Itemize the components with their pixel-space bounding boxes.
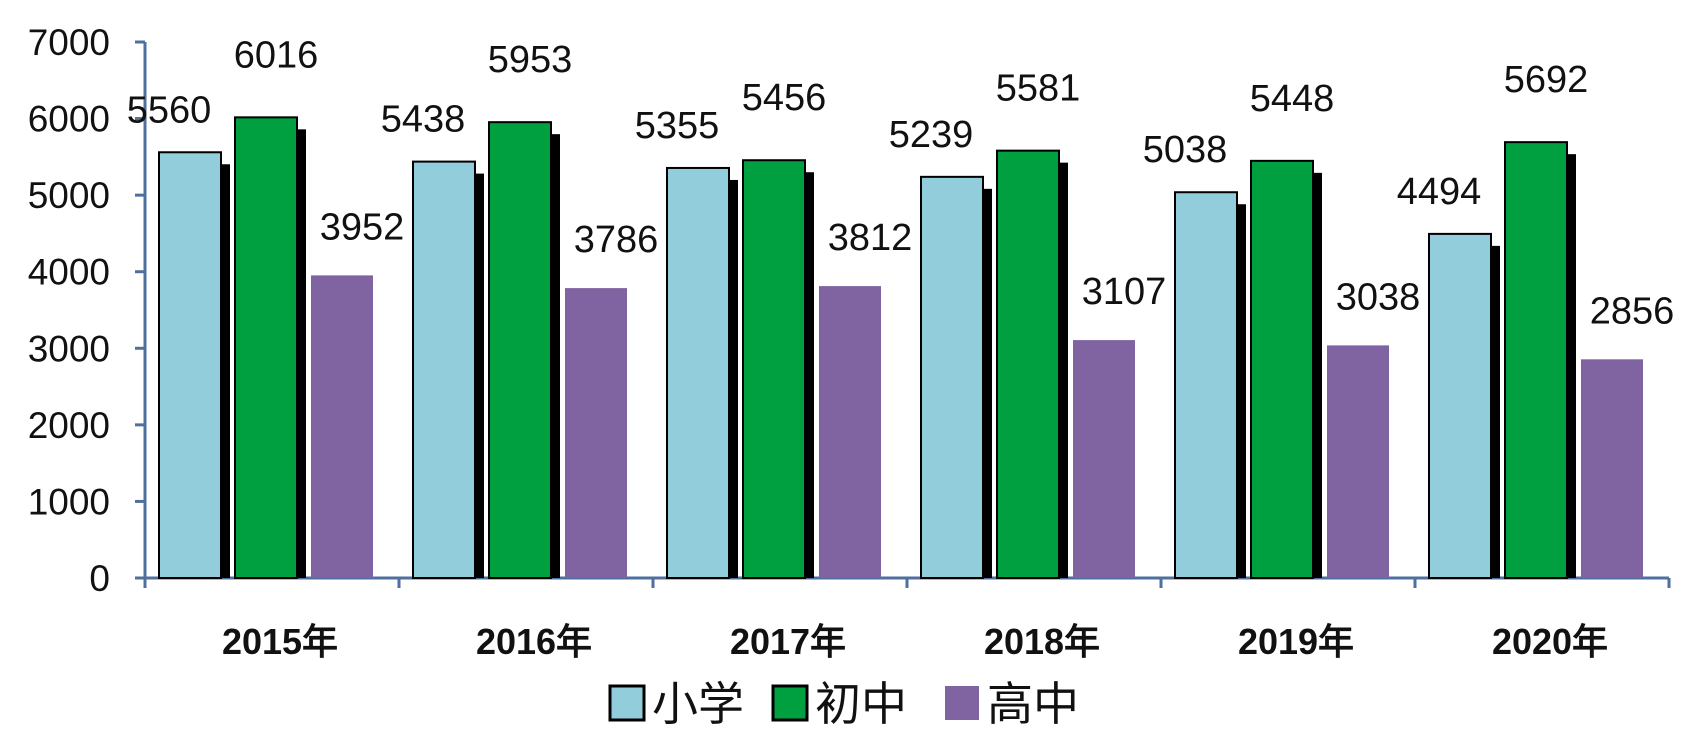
bar-高中-2016年 — [565, 288, 627, 578]
bar-小学-2018年 — [920, 175, 984, 579]
x-category-label: 2018年 — [984, 621, 1100, 662]
bar-高中-2019年 — [1327, 345, 1389, 578]
data-label: 3038 — [1336, 276, 1421, 318]
bar-小学-2019年 — [1174, 191, 1238, 579]
data-label: 6016 — [234, 34, 319, 76]
bar-小学-2020年 — [1428, 232, 1492, 579]
bar-小学-2016年 — [412, 160, 476, 579]
bar-高中-2017年 — [819, 286, 881, 578]
bar-初中-2018年 — [996, 149, 1060, 580]
bar-shadow — [1237, 204, 1246, 578]
chart-data-labels: 5560 6016 3952 2015年 5438 5953 3786 2016年 5355 54… — [127, 34, 1675, 662]
bar-小学-2015年 — [158, 151, 222, 580]
data-label: 3812 — [828, 217, 913, 259]
legend-label-初中: 初中 — [815, 678, 907, 730]
bar-小学-2017年 — [666, 166, 730, 580]
data-label: 5448 — [1250, 78, 1335, 120]
x-category-label: 2015年 — [222, 621, 338, 662]
data-label: 2856 — [1590, 290, 1675, 332]
legend-swatch-小学 — [608, 684, 646, 722]
y-tick-label: 4000 — [28, 252, 110, 293]
bar-初中-2016年 — [488, 121, 552, 579]
data-label: 3786 — [574, 219, 659, 261]
bar-shadow — [1491, 245, 1500, 578]
data-label: 5239 — [889, 114, 974, 156]
chart-bars — [158, 116, 1643, 580]
bar-shadow — [1567, 154, 1576, 578]
legend-label-高中: 高中 — [987, 678, 1079, 730]
bar-shadow — [475, 173, 484, 579]
bar-初中-2020年 — [1504, 141, 1568, 579]
data-label: 5953 — [488, 39, 573, 81]
y-tick-label: 6000 — [28, 99, 110, 140]
legend-swatch-高中 — [945, 686, 979, 720]
bar-shadow — [729, 179, 738, 578]
bar-shadow — [1059, 162, 1068, 579]
legend-label-小学: 小学 — [652, 678, 744, 730]
data-label: 3107 — [1082, 271, 1167, 313]
y-tick-label: 7000 — [28, 22, 110, 63]
data-label: 3952 — [320, 206, 405, 248]
bar-高中-2020年 — [1581, 359, 1643, 578]
bar-高中-2015年 — [311, 275, 373, 578]
bar-初中-2019年 — [1250, 159, 1314, 579]
data-label: 5038 — [1143, 129, 1228, 171]
data-label: 4494 — [1397, 171, 1482, 213]
chart-axes: 0 1000 2000 3000 4000 5000 6000 7000 — [28, 22, 1671, 599]
data-label: 5560 — [127, 89, 212, 131]
y-tick-label: 0 — [89, 558, 110, 599]
data-label: 5692 — [1504, 59, 1589, 101]
y-tick-label: 5000 — [28, 175, 110, 216]
y-tick-label: 2000 — [28, 405, 110, 446]
x-category-label: 2020年 — [1492, 621, 1608, 662]
y-tick-label: 1000 — [28, 481, 110, 522]
bar-初中-2017年 — [742, 159, 806, 579]
data-label: 5456 — [742, 77, 827, 119]
legend-swatch-初中 — [771, 684, 809, 722]
x-category-label: 2019年 — [1238, 621, 1354, 662]
bar-shadow — [983, 188, 992, 578]
data-label: 5355 — [635, 105, 720, 147]
y-tick-label: 3000 — [28, 328, 110, 369]
bar-shadow — [297, 129, 306, 578]
chart-legend: 小学 初中 高中 — [608, 678, 1079, 730]
bar-高中-2018年 — [1073, 340, 1135, 578]
x-category-label: 2016年 — [476, 621, 592, 662]
data-label: 5581 — [996, 68, 1081, 110]
bar-shadow — [1313, 172, 1322, 578]
bar-shadow — [551, 134, 560, 578]
bar-shadow — [805, 172, 814, 578]
data-label: 5438 — [381, 99, 466, 141]
x-category-label: 2017年 — [730, 621, 846, 662]
bar-shadow — [221, 164, 230, 578]
bar-初中-2015年 — [234, 116, 298, 579]
